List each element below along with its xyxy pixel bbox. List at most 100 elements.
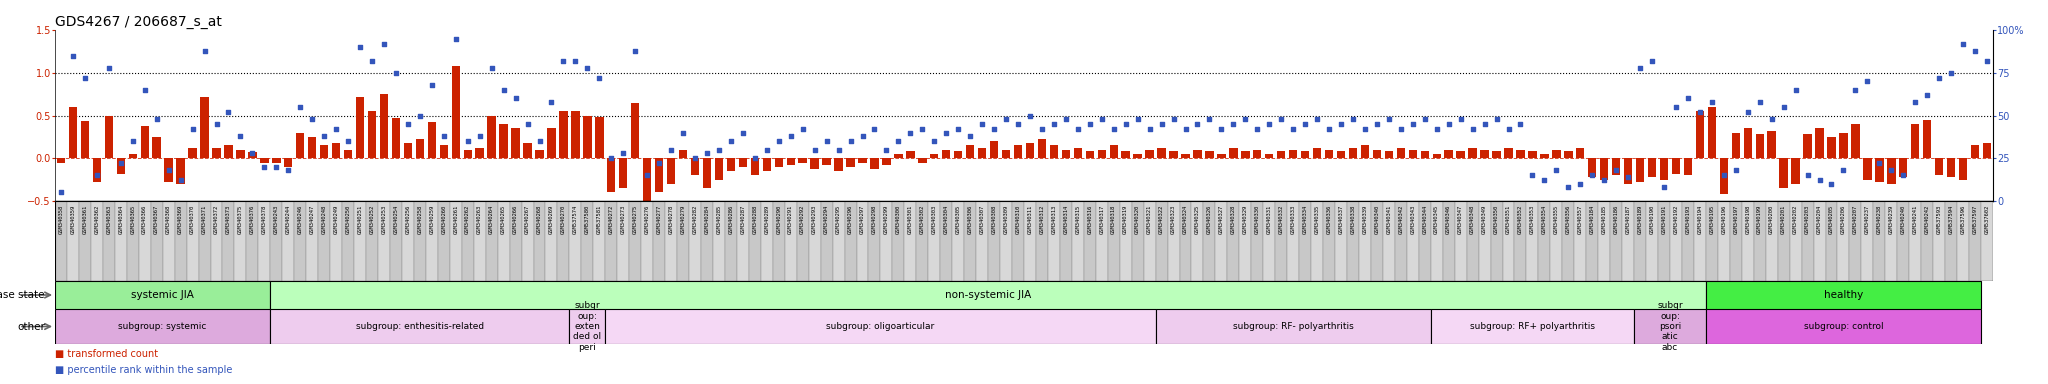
Bar bbox=[236, 150, 244, 158]
Bar bbox=[1012, 201, 1024, 281]
Point bbox=[57, 53, 90, 59]
Point bbox=[307, 133, 340, 139]
Bar bbox=[1839, 132, 1847, 158]
Text: GSM340326: GSM340326 bbox=[1206, 205, 1212, 234]
Bar bbox=[440, 146, 449, 158]
Point bbox=[1001, 121, 1034, 127]
Point bbox=[1935, 70, 1968, 76]
Bar bbox=[1968, 201, 1980, 281]
Bar bbox=[629, 201, 641, 281]
Bar bbox=[1503, 201, 1513, 281]
Text: GSM340254: GSM340254 bbox=[393, 205, 399, 234]
Bar bbox=[451, 201, 461, 281]
Text: GSM340311: GSM340311 bbox=[1028, 205, 1032, 234]
Text: GSM340331: GSM340331 bbox=[1268, 205, 1272, 234]
Text: GSM340312: GSM340312 bbox=[1040, 205, 1044, 234]
Point bbox=[1384, 126, 1417, 132]
Text: GSM340372: GSM340372 bbox=[213, 205, 219, 234]
Bar bbox=[1278, 151, 1286, 158]
Text: GSM340193: GSM340193 bbox=[1686, 205, 1690, 234]
Bar bbox=[1933, 201, 1946, 281]
Text: GSM340322: GSM340322 bbox=[1159, 205, 1163, 234]
Text: healthy: healthy bbox=[1825, 290, 1864, 300]
Point bbox=[1780, 87, 1812, 93]
Bar bbox=[784, 201, 797, 281]
Bar bbox=[104, 116, 113, 158]
Text: GSM340362: GSM340362 bbox=[94, 205, 100, 234]
Bar bbox=[152, 201, 162, 281]
Bar bbox=[1935, 158, 1944, 175]
Point bbox=[1851, 78, 1884, 84]
Text: GSM340287: GSM340287 bbox=[741, 205, 745, 234]
Text: GSM340264: GSM340264 bbox=[489, 205, 494, 234]
Bar bbox=[1815, 128, 1823, 158]
Bar bbox=[1180, 201, 1192, 281]
Text: GSM340258: GSM340258 bbox=[418, 205, 422, 234]
Text: GSM340376: GSM340376 bbox=[250, 205, 254, 234]
Point bbox=[1049, 116, 1081, 122]
Bar bbox=[557, 201, 569, 281]
Bar bbox=[895, 154, 903, 158]
Text: GSM340337: GSM340337 bbox=[1339, 205, 1343, 234]
Text: GSM340273: GSM340273 bbox=[621, 205, 627, 234]
Point bbox=[188, 48, 221, 54]
Bar bbox=[1706, 201, 1718, 281]
Point bbox=[1683, 109, 1716, 115]
Point bbox=[727, 129, 760, 136]
Text: GSM340336: GSM340336 bbox=[1327, 205, 1331, 234]
Bar bbox=[1849, 201, 1862, 281]
Point bbox=[1325, 121, 1358, 127]
Text: GSM340340: GSM340340 bbox=[1374, 205, 1380, 234]
Text: GSM340320: GSM340320 bbox=[1135, 205, 1141, 234]
Bar bbox=[1886, 201, 1896, 281]
Bar bbox=[737, 201, 750, 281]
Point bbox=[451, 138, 483, 144]
Bar bbox=[1157, 148, 1165, 158]
Text: GSM340327: GSM340327 bbox=[1219, 205, 1225, 234]
Bar bbox=[616, 201, 629, 281]
Text: GSM340323: GSM340323 bbox=[1171, 205, 1176, 234]
Text: GSM340317: GSM340317 bbox=[1100, 205, 1104, 234]
Point bbox=[319, 126, 352, 132]
Bar bbox=[1804, 134, 1812, 158]
Point bbox=[905, 126, 938, 132]
Bar bbox=[295, 201, 307, 281]
Text: GSM340198: GSM340198 bbox=[1745, 205, 1751, 234]
Text: GSM340347: GSM340347 bbox=[1458, 205, 1462, 234]
Bar bbox=[655, 158, 664, 192]
Text: GSM340310: GSM340310 bbox=[1016, 205, 1020, 234]
Bar bbox=[270, 281, 1706, 309]
Text: non-systemic JIA: non-systemic JIA bbox=[944, 290, 1032, 300]
Point bbox=[1194, 116, 1227, 122]
Bar bbox=[1122, 151, 1130, 158]
Bar bbox=[715, 158, 723, 180]
Bar bbox=[1096, 201, 1108, 281]
Bar bbox=[1444, 150, 1452, 158]
Bar bbox=[1563, 201, 1575, 281]
Text: GSM340299: GSM340299 bbox=[885, 205, 889, 234]
Text: GSM537593: GSM537593 bbox=[1937, 205, 1942, 234]
Text: GSM340345: GSM340345 bbox=[1434, 205, 1440, 234]
Bar bbox=[1456, 151, 1464, 158]
Point bbox=[1636, 58, 1669, 64]
Bar bbox=[127, 201, 139, 281]
Point bbox=[487, 87, 520, 93]
Bar bbox=[1552, 150, 1561, 158]
Point bbox=[811, 138, 844, 144]
Bar bbox=[1120, 201, 1133, 281]
Text: GSM340342: GSM340342 bbox=[1399, 205, 1403, 234]
Text: GSM340192: GSM340192 bbox=[1673, 205, 1679, 234]
Bar bbox=[317, 201, 330, 281]
Bar bbox=[1204, 151, 1214, 158]
Bar bbox=[1505, 148, 1513, 158]
Bar bbox=[57, 158, 66, 162]
Bar bbox=[1253, 150, 1262, 158]
Bar bbox=[545, 201, 557, 281]
Text: GSM340207: GSM340207 bbox=[1853, 205, 1858, 234]
Bar bbox=[272, 158, 281, 162]
Point bbox=[930, 129, 963, 136]
Point bbox=[1970, 58, 2003, 64]
Bar bbox=[786, 158, 795, 165]
Point bbox=[1767, 104, 1800, 110]
Point bbox=[989, 116, 1022, 122]
